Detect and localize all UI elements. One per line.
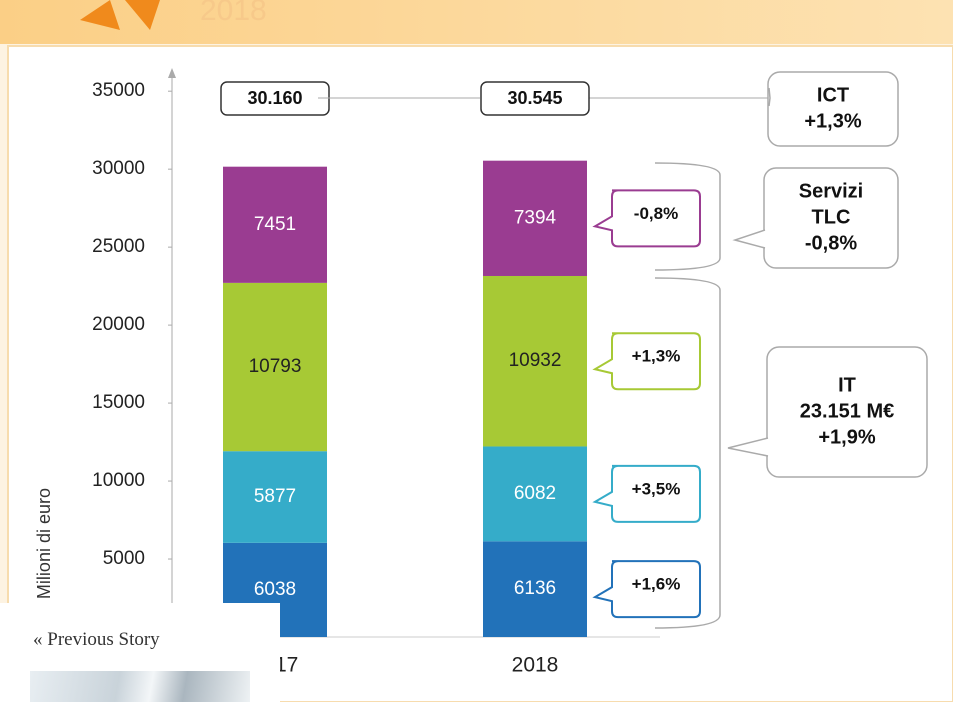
segment-label: 7451 [254, 214, 296, 235]
y-tick-label: 20000 [92, 314, 145, 335]
previous-story-panel: « Previous Story [0, 603, 280, 702]
change-label: -0,8% [634, 204, 678, 223]
page: {"header": {"logo_text": "2018"}, "chart… [0, 0, 953, 702]
y-tick-label: 30000 [92, 158, 145, 179]
change-label: +1,6% [632, 575, 681, 594]
callout-pointer [769, 88, 770, 106]
group-callout [768, 72, 898, 146]
group-callout-text: IT [838, 374, 856, 396]
segment-label: 5877 [254, 486, 296, 507]
previous-story-link[interactable]: « Previous Story [33, 629, 160, 651]
change-label: +3,5% [632, 479, 681, 498]
change-label: +1,3% [632, 347, 681, 366]
segment-label: 6136 [514, 578, 556, 599]
logo-text: 2018 [200, 0, 267, 27]
group-callout-text: +1,9% [818, 426, 875, 448]
total-label: 30.545 [507, 88, 562, 108]
segment-label: 10793 [249, 356, 302, 377]
screenshot: 2018 Milioni di euro 5000 10000 15000 20000 2… [0, 0, 953, 702]
group-callout-text: TLC [812, 206, 851, 228]
y-tick-label: 15000 [92, 392, 145, 413]
segment-label: 7394 [514, 207, 557, 228]
story-thumbnail[interactable] [30, 671, 250, 702]
total-label: 30.160 [247, 88, 302, 108]
segment-label: 10932 [509, 350, 562, 371]
y-tick-label: 5000 [103, 548, 145, 569]
y-axis-label: Milioni di euro [34, 488, 54, 599]
segment-label: 6038 [254, 579, 296, 600]
segment-label: 6082 [514, 483, 556, 504]
y-tick-label: 25000 [92, 236, 145, 257]
group-callout-text: -0,8% [805, 232, 857, 254]
y-tick-label: 35000 [92, 80, 145, 101]
group-callout-text: ICT [817, 84, 849, 106]
group-callout-text: Servizi [799, 180, 863, 202]
group-callout-text: +1,3% [804, 110, 861, 132]
x-tick-label: 2018 [512, 654, 559, 677]
group-callout-text: 23.151 M€ [800, 400, 895, 422]
y-tick-label: 10000 [92, 470, 145, 491]
